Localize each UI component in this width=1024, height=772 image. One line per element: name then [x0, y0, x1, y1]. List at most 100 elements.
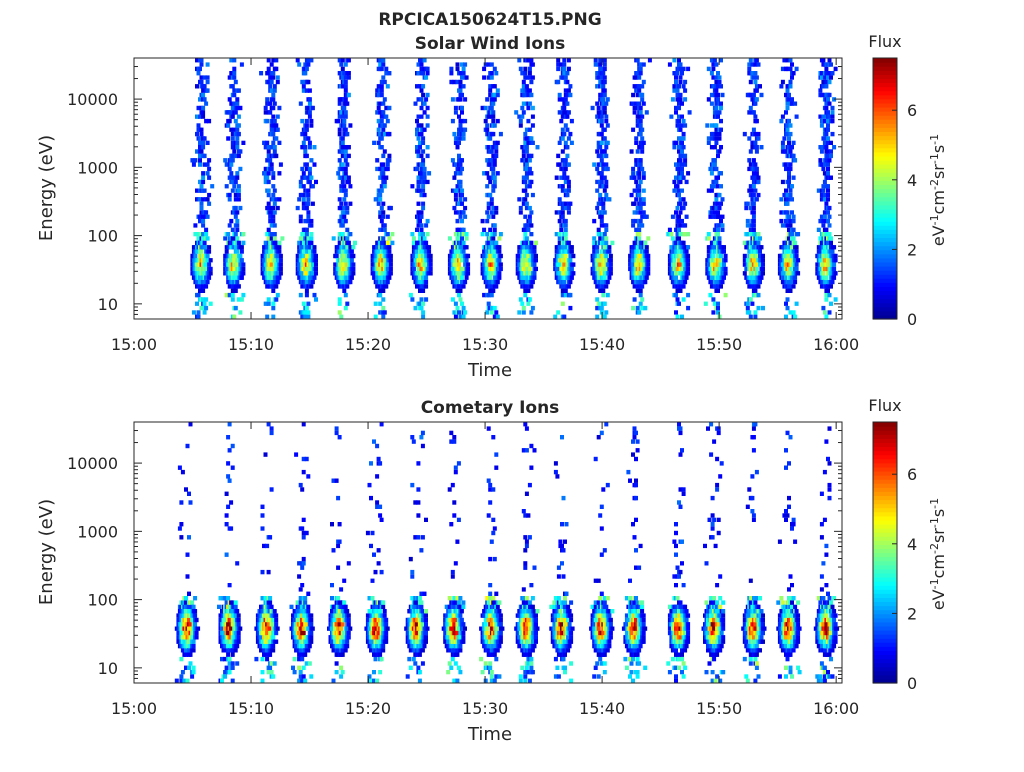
heatmap-cell	[305, 123, 309, 127]
heatmap-cell	[241, 267, 245, 271]
heatmap-cell	[719, 184, 723, 188]
heatmap-cell	[181, 470, 185, 474]
heatmap-cell	[463, 215, 467, 219]
heatmap-cell	[344, 306, 348, 310]
heatmap-cell	[601, 84, 605, 88]
heatmap-cell	[203, 97, 207, 101]
heatmap-cell	[350, 258, 354, 262]
heatmap-cell	[299, 180, 303, 184]
heatmap-cell	[721, 93, 725, 97]
heatmap-cell	[271, 93, 275, 97]
heatmap-cell	[648, 58, 652, 62]
heatmap-cell	[347, 71, 351, 75]
heatmap-cell	[270, 167, 274, 171]
heatmap-cell	[347, 241, 351, 245]
heatmap-cell	[757, 306, 761, 310]
heatmap-cell	[558, 232, 562, 236]
heatmap-cell	[421, 289, 425, 293]
heatmap-cell	[568, 93, 572, 97]
heatmap-cell	[386, 215, 390, 219]
heatmap-cell	[351, 267, 355, 271]
heatmap-cell	[746, 302, 750, 306]
heatmap-cell	[426, 180, 430, 184]
heatmap-cell	[600, 219, 604, 223]
heatmap-cell	[380, 93, 384, 97]
heatmap-cell	[341, 58, 345, 62]
heatmap-cell	[201, 145, 205, 149]
heatmap-cell	[823, 180, 827, 184]
heatmap-cell	[344, 202, 348, 206]
heatmap-cell	[335, 254, 339, 258]
heatmap-cell	[528, 71, 532, 75]
heatmap-cell	[564, 97, 568, 101]
heatmap-cell	[314, 254, 318, 258]
heatmap-cell	[789, 189, 793, 193]
heatmap-cell	[267, 58, 271, 62]
heatmap-cell	[493, 184, 497, 188]
heatmap-cell	[789, 289, 793, 293]
heatmap-cell	[305, 67, 309, 71]
heatmap-cell	[463, 119, 467, 123]
heatmap-cell	[824, 297, 828, 301]
heatmap-cell	[344, 97, 348, 101]
heatmap-cell	[414, 102, 418, 106]
heatmap-cell	[821, 189, 825, 193]
heatmap-cell	[826, 189, 830, 193]
heatmap-cell	[460, 219, 464, 223]
heatmap-cell	[752, 206, 756, 210]
heatmap-cell	[719, 284, 723, 288]
heatmap-cell	[421, 158, 425, 162]
heatmap-cell	[526, 106, 530, 110]
heatmap-cell	[676, 71, 680, 75]
heatmap-cell	[831, 249, 835, 253]
heatmap-cell	[787, 180, 791, 184]
heatmap-cell	[345, 206, 349, 210]
heatmap-cell	[488, 88, 492, 92]
heatmap-cell	[206, 75, 210, 79]
heatmap-cell	[300, 167, 304, 171]
heatmap-cell	[309, 58, 313, 62]
heatmap-cell	[189, 661, 193, 665]
heatmap-cell	[682, 84, 686, 88]
heatmap-cell	[567, 136, 571, 140]
heatmap-cell	[558, 197, 562, 201]
heatmap-cell	[534, 258, 538, 262]
heatmap-cell	[427, 171, 431, 175]
heatmap-cell	[531, 62, 535, 66]
heatmap-cell	[789, 132, 793, 136]
heatmap-cell	[209, 302, 213, 306]
heatmap-cell	[175, 679, 179, 683]
heatmap-cell	[277, 106, 281, 110]
heatmap-cell	[457, 262, 461, 266]
heatmap-cell	[267, 67, 271, 71]
heatmap-cell	[789, 223, 793, 227]
heatmap-cell	[686, 293, 690, 297]
heatmap-cell	[642, 176, 646, 180]
heatmap-cell	[820, 123, 824, 127]
heatmap-cell	[421, 136, 425, 140]
heatmap-cell	[568, 280, 572, 284]
heatmap-cell	[826, 162, 830, 166]
colorbar-segment	[873, 160, 897, 165]
heatmap-cell	[834, 297, 838, 301]
heatmap-cell	[682, 206, 686, 210]
heatmap-cell	[674, 210, 678, 214]
heatmap-cell	[683, 88, 687, 92]
heatmap-cell	[603, 80, 607, 84]
heatmap-cell	[679, 180, 683, 184]
heatmap-cell	[533, 271, 537, 275]
heatmap-cell	[383, 149, 387, 153]
heatmap-cell	[231, 466, 235, 470]
heatmap-cell	[757, 180, 761, 184]
heatmap-cell	[314, 271, 318, 275]
heatmap-cell	[237, 241, 241, 245]
heatmap-cell	[677, 236, 681, 240]
heatmap-cell	[279, 254, 283, 258]
heatmap-cell	[529, 223, 533, 227]
heatmap-cell	[353, 241, 357, 245]
heatmap-cell	[460, 158, 464, 162]
heatmap-cell	[271, 171, 275, 175]
heatmap-cell	[197, 315, 201, 319]
heatmap-cell	[241, 232, 245, 236]
heatmap-cell	[279, 258, 283, 262]
